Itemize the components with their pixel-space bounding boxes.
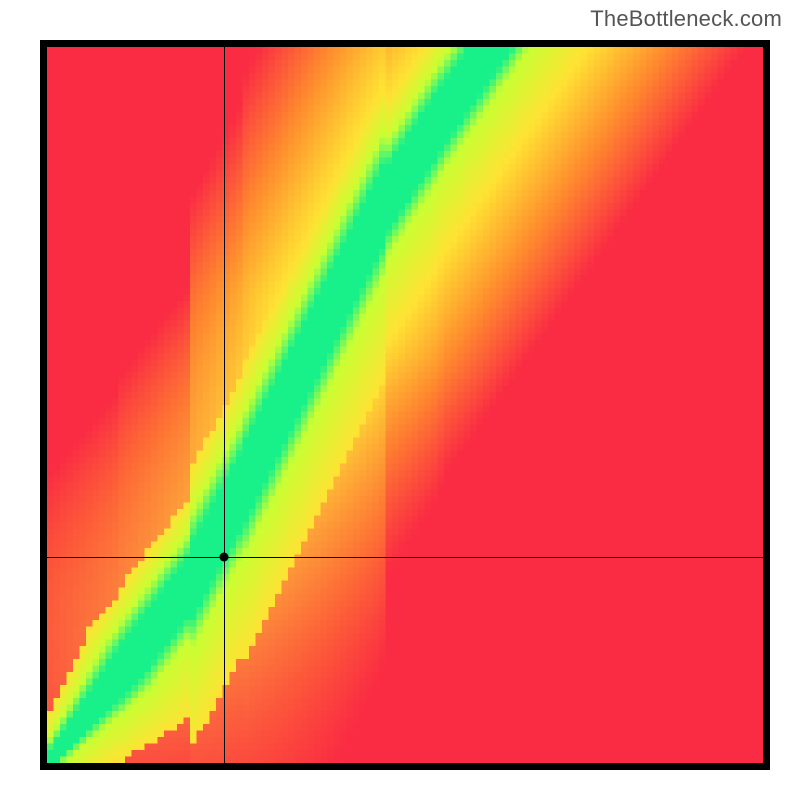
plot-area — [40, 40, 770, 770]
crosshair-horizontal — [47, 557, 763, 558]
crosshair-vertical — [224, 47, 225, 763]
crosshair-marker — [219, 552, 228, 561]
watermark-text: TheBottleneck.com — [590, 6, 782, 32]
heatmap-canvas — [47, 47, 763, 763]
chart-wrapper: TheBottleneck.com — [0, 0, 800, 800]
